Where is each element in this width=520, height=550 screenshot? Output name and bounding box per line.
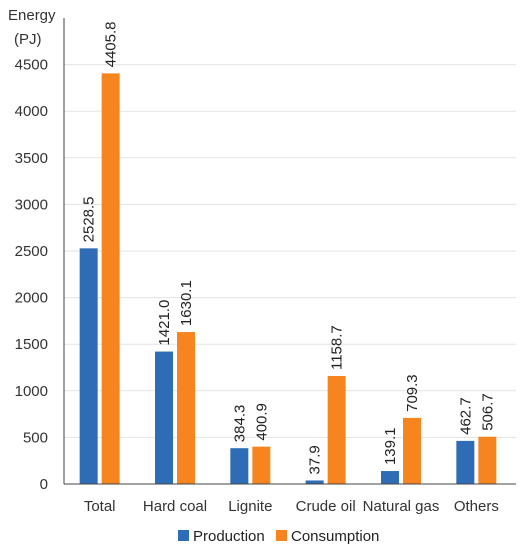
legend-swatch-production	[178, 530, 189, 541]
bars	[79, 73, 497, 484]
data-label: 384.3	[231, 405, 248, 443]
x-tick-label: Total	[84, 498, 116, 515]
y-tick-label: 4500	[15, 57, 48, 74]
legend-label-consumption: Consumption	[291, 528, 379, 545]
legend-swatch-consumption	[276, 530, 287, 541]
bar-production-hard-coal	[155, 351, 173, 484]
y-tick-label: 3000	[15, 196, 48, 213]
y-tick-label: 2000	[15, 290, 48, 307]
data-label: 709.3	[404, 374, 421, 412]
y-axis-title-line2: (PJ)	[14, 31, 42, 48]
bar-consumption-total	[101, 73, 120, 484]
data-label: 462.7	[457, 397, 474, 435]
bar-production-crude-oil	[305, 480, 324, 484]
gridlines	[64, 64, 516, 438]
data-label: 400.9	[253, 403, 270, 441]
x-tick-label: Hard coal	[143, 498, 207, 515]
data-label: 1630.1	[178, 280, 195, 326]
y-tick-label: 1500	[15, 336, 48, 353]
x-tick-labels: Total Hard coal Lignite Crude oil Natural ga…	[84, 498, 499, 515]
x-tick-label: Natural gas	[363, 498, 440, 515]
x-tick-label: Others	[454, 498, 499, 515]
bar-production-total	[79, 248, 98, 484]
bar-consumption-natural-gas	[403, 417, 421, 484]
y-tick-label: 4000	[15, 103, 48, 120]
bar-consumption-lignite	[252, 446, 271, 484]
legend-label-production: Production	[193, 528, 265, 545]
y-tick-labels: 0 500 1000 1500 2000 2500 3000 3500 4000 4500	[15, 57, 48, 493]
data-label: 37.9	[307, 445, 324, 474]
data-label: 139.1	[382, 427, 399, 465]
legend: Production Consumption	[178, 528, 379, 545]
y-tick-label: 500	[23, 429, 48, 446]
bar-consumption-crude-oil	[327, 376, 346, 484]
bar-production-natural-gas	[381, 471, 399, 484]
y-tick-label: 1000	[15, 383, 48, 400]
data-label: 2528.5	[81, 196, 98, 242]
data-labels: 2528.5 4405.8 1421.0 1630.1 384.3 400.9 37.9 11…	[81, 21, 497, 474]
bar-consumption-others	[478, 436, 497, 484]
x-tick-label: Lignite	[228, 498, 272, 515]
data-label: 1421.0	[156, 300, 173, 346]
x-tick-label: Crude oil	[296, 498, 356, 515]
bar-consumption-hard-coal	[177, 332, 195, 484]
y-tick-label: 2500	[15, 243, 48, 260]
data-label: 4405.8	[103, 21, 120, 67]
y-tick-label: 3500	[15, 150, 48, 167]
data-label: 506.7	[479, 393, 496, 431]
bar-production-lignite	[230, 448, 249, 484]
bar-production-others	[456, 440, 475, 484]
y-axis-title-line1: Energy	[8, 7, 56, 24]
data-label: 1158.7	[329, 325, 346, 370]
y-tick-label: 0	[40, 476, 48, 493]
